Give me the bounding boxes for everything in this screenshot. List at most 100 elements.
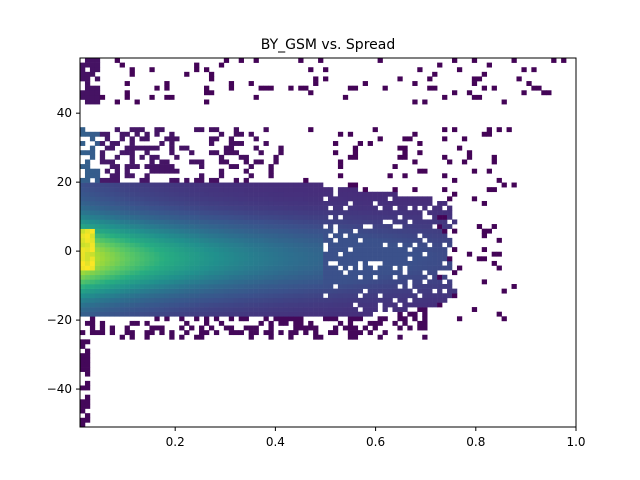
heatmap-cell xyxy=(332,297,339,303)
heatmap-cell xyxy=(243,256,249,262)
heatmap-cell xyxy=(367,311,373,317)
heatmap-cell xyxy=(80,224,86,229)
heatmap-cell xyxy=(119,191,125,197)
heatmap-cell xyxy=(243,311,249,317)
heatmap-cell xyxy=(293,256,299,262)
heatmap-cell xyxy=(84,385,91,391)
heatmap-cell xyxy=(119,237,125,243)
heatmap-cell xyxy=(417,196,423,202)
heatmap-cell xyxy=(84,297,91,303)
heatmap-cell xyxy=(154,237,160,243)
heatmap-cell xyxy=(347,279,354,285)
heatmap-cell xyxy=(84,99,91,105)
heatmap-cell xyxy=(204,251,210,257)
heatmap-cell xyxy=(89,90,96,96)
heatmap-cell xyxy=(447,288,453,294)
heatmap-cell xyxy=(283,260,289,266)
heatmap-cell xyxy=(342,191,349,197)
heatmap-cell xyxy=(442,247,448,253)
heatmap-cell xyxy=(476,76,483,82)
heatmap-cell xyxy=(159,325,165,331)
heatmap-cell xyxy=(218,284,225,289)
heatmap-cell xyxy=(481,85,488,91)
heatmap-cell xyxy=(258,187,264,193)
heatmap-cell xyxy=(80,131,86,137)
heatmap-cell xyxy=(199,200,205,206)
heatmap-cell xyxy=(213,233,220,239)
heatmap-cell xyxy=(387,173,393,179)
heatmap-cell xyxy=(447,205,453,211)
heatmap-cell xyxy=(253,311,259,317)
heatmap-cell xyxy=(223,302,230,308)
heatmap-cell xyxy=(164,302,170,308)
heatmap-cell xyxy=(313,274,319,280)
heatmap-cell xyxy=(417,247,423,253)
heatmap-cell xyxy=(273,210,279,216)
heatmap-cell xyxy=(80,343,86,349)
heatmap-cell xyxy=(273,307,279,312)
heatmap-cell xyxy=(199,164,205,169)
heatmap-cell xyxy=(243,196,249,202)
heatmap-cell xyxy=(308,90,314,96)
heatmap-cell xyxy=(169,224,175,229)
heatmap-cell xyxy=(223,210,230,216)
heatmap-cell xyxy=(352,274,359,280)
heatmap-cell xyxy=(392,288,398,294)
heatmap-cell xyxy=(84,399,91,405)
heatmap-cell xyxy=(179,145,185,151)
heatmap-cell xyxy=(169,131,175,137)
heatmap-cell xyxy=(179,242,185,248)
heatmap-cell xyxy=(308,256,314,262)
heatmap-cell xyxy=(129,233,135,239)
heatmap-cell xyxy=(318,256,324,262)
heatmap-cell xyxy=(119,251,125,257)
heatmap-cell xyxy=(164,182,170,188)
heatmap-cell xyxy=(313,187,319,193)
heatmap-cell xyxy=(238,242,244,248)
heatmap-cell xyxy=(412,247,418,253)
heatmap-cell xyxy=(293,307,299,312)
heatmap-cell xyxy=(204,279,210,285)
heatmap-cell xyxy=(243,325,249,331)
heatmap-cell xyxy=(129,71,135,77)
heatmap-cell xyxy=(89,288,96,294)
heatmap-cell xyxy=(323,265,329,271)
heatmap-cell xyxy=(124,242,130,248)
heatmap-cell xyxy=(174,270,180,276)
heatmap-cell xyxy=(199,302,205,308)
heatmap-cell xyxy=(238,297,244,303)
heatmap-cell xyxy=(263,284,269,289)
heatmap-cell xyxy=(174,219,180,225)
heatmap-cell xyxy=(228,311,235,317)
heatmap-cell xyxy=(80,339,86,345)
heatmap-cell xyxy=(382,274,388,280)
heatmap-cell xyxy=(218,214,225,220)
heatmap-cell xyxy=(332,316,339,322)
heatmap-cell xyxy=(243,316,249,322)
heatmap-cell xyxy=(432,260,438,266)
heatmap-cell xyxy=(243,177,249,183)
heatmap-cell xyxy=(248,187,254,193)
heatmap-cell xyxy=(268,270,274,276)
heatmap-cell xyxy=(199,284,205,289)
heatmap-cell xyxy=(213,265,220,271)
heatmap-cell xyxy=(342,256,349,262)
heatmap-cell xyxy=(84,200,91,206)
heatmap-cell xyxy=(303,228,309,234)
heatmap-cell xyxy=(238,219,244,225)
heatmap-cell xyxy=(417,307,423,312)
heatmap-cell xyxy=(139,233,145,239)
heatmap-cell xyxy=(104,200,111,206)
heatmap-cell xyxy=(179,274,185,280)
heatmap-cell xyxy=(308,191,314,197)
heatmap-cell xyxy=(328,247,334,253)
heatmap-cell xyxy=(352,187,359,193)
heatmap-cell xyxy=(372,279,378,285)
heatmap-cell xyxy=(149,270,155,276)
heatmap-cell xyxy=(328,302,334,308)
heatmap-cell xyxy=(109,297,116,303)
heatmap-cell xyxy=(238,141,244,146)
heatmap-cell xyxy=(89,274,96,280)
heatmap-cell xyxy=(204,307,210,312)
heatmap-cell xyxy=(194,284,200,289)
